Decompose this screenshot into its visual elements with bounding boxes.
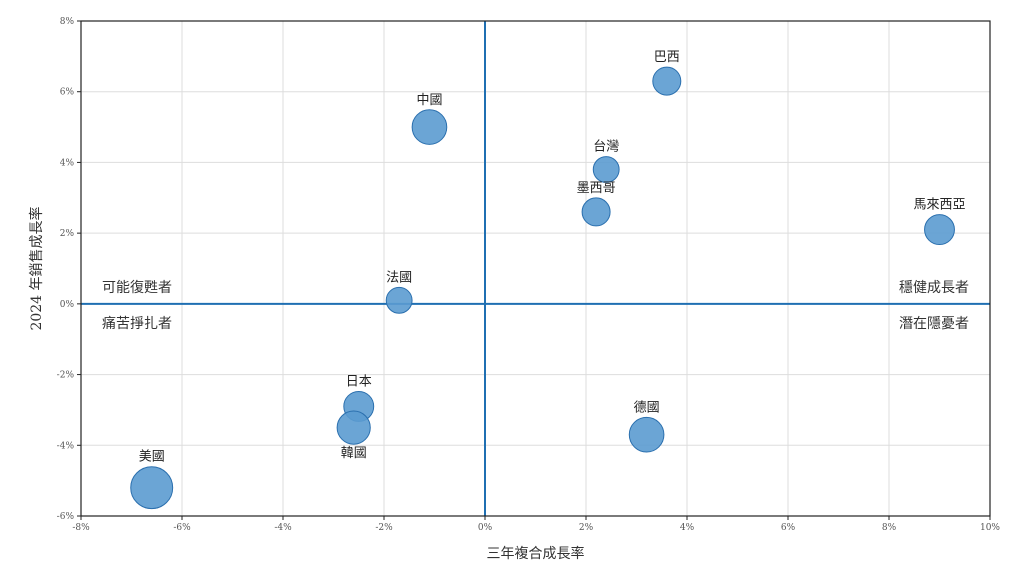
point-label: 韓國 [341,446,367,461]
y-tick-label: 2% [60,229,75,239]
x-tick-label: 0% [478,523,493,533]
point-label: 德國 [634,400,660,415]
quadrant-label-bottom-right: 潛在隱憂者 [899,316,969,332]
bubble-point [628,416,665,453]
bubble-point [581,197,611,227]
point-label: 巴西 [654,50,680,65]
bubble-point [336,410,371,445]
x-tick-label: -8% [72,523,90,533]
y-tick-label: 4% [60,158,75,168]
tick-labels: -8% -6% -4% -2% 0% 2% 4% 6% 8% 10%-6%-4%-2%0%2%4%… [57,17,1001,533]
x-tick-label: -2% [375,523,393,533]
bubble-point [411,109,448,145]
point-label: 墨西哥 [577,181,616,196]
quadrant-label-top-left: 可能復甦者 [102,279,172,296]
x-tick-label: -4% [274,523,292,533]
x-tick-label: 2% [579,523,594,533]
y-tick-label: 0% [60,300,75,310]
quadrant-label-top-right: 穩健成長者 [899,280,969,296]
point-label: 中國 [416,93,442,108]
plot-frame [80,20,991,517]
y-tick-label: -4% [57,441,75,451]
bubble-point [385,286,413,314]
x-tick-label: 4% [680,523,695,533]
reference-lines [81,21,990,516]
x-axis-title: 三年複合成長率 [487,545,585,561]
point-label: 法國 [386,270,412,285]
y-tick-label: 8% [60,17,75,27]
y-tick-label: 6% [60,88,75,98]
point-label: 台灣 [593,140,619,155]
point-label: 美國 [139,450,165,465]
grid-layer [80,20,991,517]
bubble-point [924,214,955,246]
x-tick-label: 8% [882,523,897,533]
point-label: 日本 [346,374,372,389]
quadrant-label-bottom-left: 痛苦掙扎者 [102,315,172,332]
y-tick-label: -2% [57,371,75,381]
bubble-point [652,66,682,96]
data-points [130,66,955,510]
x-tick-label: 6% [781,523,796,533]
y-tick-label: -6% [57,512,75,522]
x-tick-label: -6% [173,523,191,533]
point-label: 馬來西亞 [913,198,965,213]
bubble-point [592,156,620,183]
bubble-point [130,466,174,510]
x-tick-label: 10% [980,523,1000,533]
y-axis-title: 2024 年銷售成長率 [28,206,45,330]
